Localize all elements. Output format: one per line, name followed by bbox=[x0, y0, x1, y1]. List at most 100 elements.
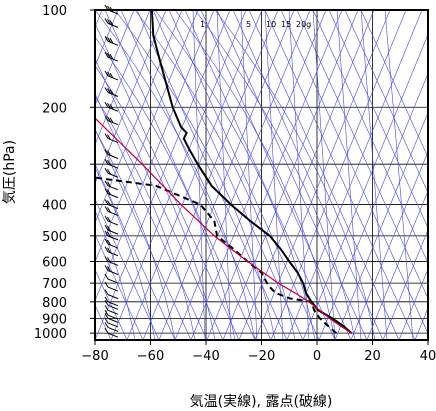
wind-barb-feather bbox=[107, 181, 111, 188]
wind-barb bbox=[104, 265, 119, 275]
wind-barb-feather bbox=[109, 117, 114, 123]
wind-barb-staff bbox=[107, 260, 119, 266]
wind-barb-feather bbox=[104, 188, 109, 194]
mixing-ratio-line bbox=[264, 10, 284, 340]
dewpoint-line bbox=[95, 176, 338, 334]
wind-barb-staff bbox=[107, 322, 119, 328]
wind-barb bbox=[104, 296, 119, 307]
wind-barb-feather bbox=[107, 257, 111, 263]
wind-barb-feather bbox=[104, 313, 109, 319]
x-tick-label: 20 bbox=[364, 349, 381, 364]
dry-adiabat bbox=[312, 10, 428, 264]
mixing-ratio-line bbox=[240, 10, 258, 340]
wind-barb-feather bbox=[107, 168, 111, 175]
wind-barb bbox=[104, 256, 119, 266]
skew-isotherm bbox=[254, 10, 391, 340]
wind-barb bbox=[104, 309, 119, 320]
skew-isotherm bbox=[431, 10, 436, 340]
wind-barb-feather bbox=[104, 305, 109, 311]
wind-barb-feather bbox=[109, 104, 114, 110]
dry-adiabat bbox=[104, 10, 256, 340]
wind-barb-feather bbox=[104, 36, 109, 42]
wind-barb-staff bbox=[107, 270, 119, 275]
wind-barb-feather bbox=[107, 116, 111, 122]
skew-isotherm bbox=[206, 10, 343, 340]
wind-barb-feather bbox=[107, 266, 111, 272]
x-tick-label: 40 bbox=[420, 349, 436, 364]
skew-isotherm bbox=[174, 10, 311, 340]
x-ticks: −80 −60 −40 −20 0 20 40 bbox=[81, 340, 436, 364]
wind-barb-staff bbox=[107, 251, 119, 257]
skew-isotherm bbox=[334, 111, 428, 340]
moist-adiabat bbox=[95, 10, 256, 340]
wind-barb-feather bbox=[107, 159, 111, 166]
dry-adiabat bbox=[95, 198, 160, 340]
wind-barb-feather bbox=[107, 71, 111, 78]
wind-barb-feather bbox=[104, 215, 109, 222]
dry-adiabat bbox=[95, 163, 176, 340]
wind-barb-feather bbox=[107, 247, 111, 254]
y-tick-label: 500 bbox=[42, 230, 67, 245]
wind-barb-feather bbox=[104, 199, 109, 205]
skew-isotherm bbox=[158, 10, 295, 340]
skew-isotherm bbox=[95, 10, 199, 263]
skew-isotherm bbox=[222, 10, 359, 340]
wind-barb-feather bbox=[104, 167, 109, 174]
dry-adiabat bbox=[95, 128, 192, 340]
wind-barb bbox=[104, 206, 119, 216]
skew-isotherm bbox=[286, 10, 423, 340]
wind-barb-feather bbox=[104, 238, 109, 245]
wind-barb bbox=[104, 317, 119, 328]
mixing-ratio-labels: 1 5 10 15 20g bbox=[200, 20, 311, 29]
dry-adiabat bbox=[152, 10, 304, 340]
dry-adiabat bbox=[95, 22, 240, 340]
skew-isotherm bbox=[142, 10, 279, 340]
wind-barb-feather bbox=[104, 158, 109, 165]
wind-barb-feather bbox=[109, 53, 114, 60]
wind-barb-feather bbox=[104, 70, 109, 77]
wind-barb bbox=[104, 87, 119, 97]
dry-adiabat bbox=[120, 10, 272, 340]
dry-adiabat bbox=[200, 10, 352, 340]
wind-barb bbox=[104, 238, 119, 249]
skew-isotherm bbox=[126, 10, 263, 340]
dry-adiabat bbox=[360, 10, 428, 159]
wind-barb-staff bbox=[107, 210, 119, 216]
wind-barb-feather bbox=[104, 322, 109, 328]
wind-barb-feather bbox=[104, 265, 109, 271]
wind-barb-feather bbox=[104, 180, 109, 187]
wind-barb-feather bbox=[104, 309, 109, 316]
x-axis-title: 気温(実線), 露点(破線) bbox=[190, 394, 333, 410]
x-tick-label: −80 bbox=[81, 349, 108, 364]
x-tick-label: −40 bbox=[192, 349, 219, 364]
wind-barb bbox=[104, 70, 119, 81]
skew-isotherm bbox=[302, 33, 428, 340]
dry-adiabat bbox=[168, 10, 320, 340]
wind-barb-staff bbox=[107, 163, 119, 169]
wind-barb bbox=[104, 327, 119, 338]
wind-barb bbox=[104, 102, 119, 112]
mixing-ratio-line bbox=[216, 10, 232, 340]
wind-barb-feather bbox=[104, 149, 109, 155]
wind-barb-feather bbox=[104, 256, 109, 262]
moist-adiabat bbox=[194, 10, 356, 340]
wind-barb-feather bbox=[109, 38, 114, 44]
wind-barb-staff bbox=[107, 172, 119, 178]
x-tick-label: −20 bbox=[248, 349, 275, 364]
wind-barb bbox=[104, 273, 119, 284]
mixing-ratio-label: 15 bbox=[281, 20, 291, 29]
wind-barb-feather bbox=[107, 150, 111, 156]
wind-barb bbox=[104, 133, 119, 144]
y-tick-label: 100 bbox=[42, 4, 67, 19]
skew-isotherm bbox=[95, 10, 135, 107]
wind-barb-staff bbox=[107, 309, 119, 315]
y-tick-label: 800 bbox=[42, 296, 67, 311]
dry-adiabat bbox=[344, 10, 428, 194]
skew-isotherm bbox=[238, 10, 375, 340]
wind-barb-staff bbox=[107, 204, 119, 210]
wind-barbs bbox=[104, 4, 119, 338]
y-tick-label: 200 bbox=[42, 101, 67, 116]
y-tick-label: 600 bbox=[42, 255, 67, 270]
wind-barb-feather bbox=[107, 207, 111, 213]
